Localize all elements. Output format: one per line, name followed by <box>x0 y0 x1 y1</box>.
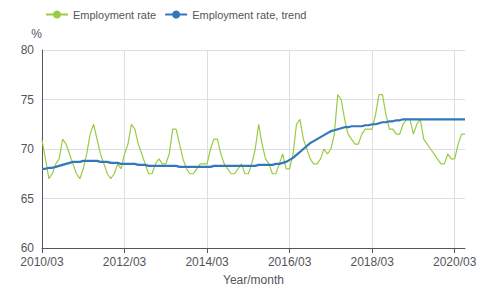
svg-text:2018/03: 2018/03 <box>350 255 394 269</box>
svg-text:2010/03: 2010/03 <box>20 255 64 269</box>
svg-text:65: 65 <box>21 192 35 206</box>
svg-text:2016/03: 2016/03 <box>268 255 312 269</box>
svg-text:80: 80 <box>21 43 35 57</box>
svg-text:75: 75 <box>21 93 35 107</box>
svg-text:Employment rate: Employment rate <box>73 9 156 21</box>
svg-text:%: % <box>31 27 42 41</box>
svg-text:70: 70 <box>21 142 35 156</box>
svg-text:Year/month: Year/month <box>223 273 284 287</box>
svg-text:2020/03: 2020/03 <box>433 255 477 269</box>
svg-text:Employment rate, trend: Employment rate, trend <box>192 9 306 21</box>
svg-text:2012/03: 2012/03 <box>103 255 147 269</box>
svg-text:60: 60 <box>21 241 35 255</box>
svg-text:2014/03: 2014/03 <box>185 255 229 269</box>
